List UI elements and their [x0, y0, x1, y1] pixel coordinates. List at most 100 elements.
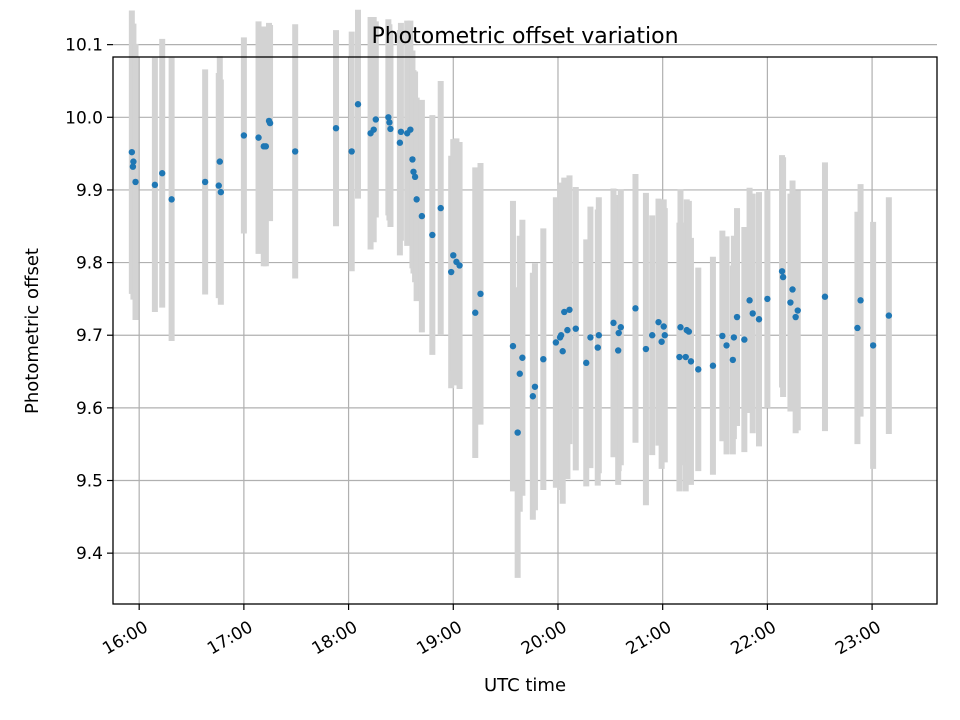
data-point [687, 358, 695, 365]
data-point [719, 332, 726, 340]
data-point [676, 353, 683, 361]
data-point [746, 297, 753, 304]
data-point [632, 305, 639, 312]
y-tick-label: 9.8 [76, 254, 103, 274]
data-point [348, 148, 355, 155]
data-point [564, 326, 571, 334]
data-point [477, 290, 484, 298]
data-point [397, 128, 405, 136]
data-point [661, 332, 668, 339]
y-tick-label: 10.1 [65, 36, 103, 56]
data-point [787, 299, 794, 306]
data-point [778, 268, 786, 275]
data-point [723, 342, 730, 349]
data-point [749, 310, 756, 317]
data-point [695, 366, 702, 373]
plot-frame [112, 56, 938, 605]
data-point [789, 286, 796, 293]
data-point [660, 323, 667, 330]
data-point [677, 324, 684, 331]
y-tick-label: 9.5 [76, 472, 103, 492]
data-point [869, 342, 877, 349]
y-tick-label: 9.7 [76, 326, 103, 346]
data-point [168, 196, 175, 203]
data-point [614, 347, 622, 354]
data-point [132, 178, 139, 186]
data-point [559, 348, 566, 355]
data-point [386, 119, 393, 126]
data-point [429, 231, 436, 239]
chart-title: Photometric offset variation [371, 24, 678, 49]
y-tick-label: 9.9 [76, 181, 103, 201]
data-point [730, 334, 738, 341]
data-point [755, 316, 763, 323]
data-point [595, 332, 603, 339]
data-point [729, 356, 737, 364]
data-point [540, 355, 547, 363]
data-point [557, 332, 565, 339]
data-point [411, 173, 419, 181]
data-point [418, 212, 426, 220]
data-point [583, 359, 590, 367]
data-point [854, 324, 861, 332]
data-point [572, 325, 579, 332]
data-point [255, 134, 262, 141]
data-point [387, 125, 394, 133]
y-tick-label: 10.0 [65, 108, 103, 128]
data-point [792, 313, 799, 321]
data-point [514, 429, 521, 436]
data-point [516, 370, 523, 377]
data-point [509, 342, 517, 350]
y-tick-label: 9.4 [76, 544, 103, 564]
data-point [682, 353, 689, 361]
data-point [885, 312, 893, 319]
data-point [615, 329, 622, 337]
data-point [332, 124, 340, 132]
y-tick-label: 9.6 [76, 399, 103, 419]
data-point [201, 178, 209, 186]
data-point [129, 163, 137, 170]
data-point [741, 336, 748, 343]
data-point [159, 170, 166, 177]
data-point [266, 119, 274, 127]
data-point [594, 344, 601, 351]
data-point [617, 324, 625, 331]
data-point [370, 126, 377, 133]
data-point [531, 383, 539, 390]
data-point [291, 148, 299, 155]
data-point [552, 339, 560, 346]
data-point [128, 148, 136, 156]
data-point [709, 362, 717, 369]
data-point [655, 318, 662, 326]
data-point [413, 196, 420, 203]
data-point [407, 126, 414, 133]
data-point [450, 252, 457, 259]
data-point [764, 295, 771, 303]
data-point [566, 306, 573, 313]
data-point [529, 393, 537, 400]
data-point [857, 297, 864, 304]
data-point [733, 313, 741, 321]
data-point [396, 139, 404, 146]
y-axis-label: Photometric offset [22, 248, 43, 414]
data-point [779, 273, 787, 281]
data-point [649, 332, 656, 339]
data-point [240, 132, 248, 139]
data-point [130, 158, 137, 165]
data-point [472, 309, 479, 316]
data-point [587, 334, 594, 341]
data-point [519, 354, 526, 361]
data-point [409, 156, 416, 163]
data-point [151, 181, 159, 189]
data-point [456, 262, 463, 269]
data-point [821, 293, 829, 300]
data-point [447, 268, 455, 276]
data-point [354, 101, 362, 108]
data-point [372, 116, 380, 123]
data-point [561, 308, 568, 316]
data-point [385, 114, 392, 121]
data-point [794, 307, 801, 314]
data-point [410, 168, 417, 175]
data-point [216, 158, 223, 165]
